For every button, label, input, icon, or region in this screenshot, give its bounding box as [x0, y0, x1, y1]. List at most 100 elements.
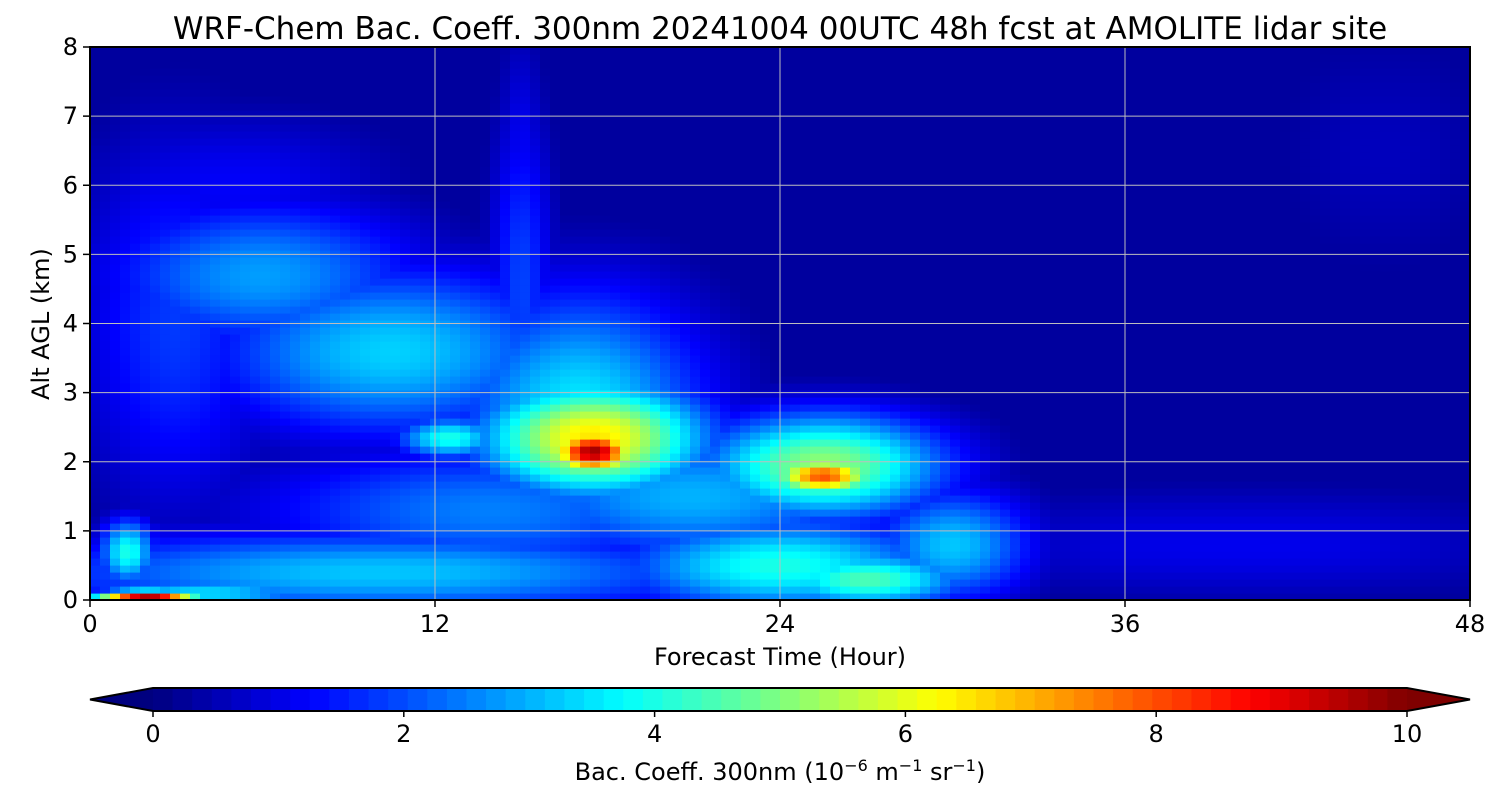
heatmap-cell — [530, 327, 541, 335]
heatmap-cell — [630, 166, 641, 174]
heatmap-cell — [410, 201, 421, 209]
heatmap-cell — [440, 334, 451, 342]
heatmap-cell — [690, 292, 701, 300]
heatmap-cell — [540, 96, 551, 104]
heatmap-cell — [360, 488, 371, 496]
heatmap-cell — [560, 243, 571, 251]
heatmap-cell — [650, 523, 661, 531]
heatmap-cell — [310, 446, 321, 454]
heatmap-cell — [300, 299, 311, 307]
heatmap-cell — [260, 215, 271, 223]
heatmap-cell — [480, 187, 491, 195]
heatmap-cell — [450, 110, 461, 118]
heatmap-cell — [330, 89, 341, 97]
heatmap-cell — [420, 551, 431, 559]
heatmap-cell — [150, 271, 161, 279]
heatmap-cell — [610, 376, 621, 384]
heatmap-cell — [570, 411, 581, 419]
heatmap-cell — [630, 159, 641, 167]
heatmap-cell — [240, 446, 251, 454]
heatmap-cell — [490, 341, 501, 349]
heatmap-cell — [310, 341, 321, 349]
heatmap-cell — [210, 453, 221, 461]
heatmap-cell — [480, 117, 491, 125]
heatmap-cell — [670, 530, 681, 538]
heatmap-cell — [590, 551, 601, 559]
heatmap-cell — [190, 124, 201, 132]
heatmap-cell — [240, 404, 251, 412]
heatmap-cell — [370, 495, 381, 503]
heatmap-cell — [440, 397, 451, 405]
heatmap-cell — [140, 110, 151, 118]
heatmap-cell — [230, 348, 241, 356]
heatmap-cell — [440, 96, 451, 104]
heatmap-cell — [300, 89, 311, 97]
heatmap-cell — [320, 327, 331, 335]
heatmap-cell — [390, 278, 401, 286]
heatmap-cell — [560, 180, 571, 188]
heatmap-cell — [150, 390, 161, 398]
heatmap-cell — [160, 257, 171, 265]
heatmap-cell — [160, 439, 171, 447]
heatmap-cell — [380, 341, 391, 349]
heatmap-cell — [120, 285, 131, 293]
heatmap-cell — [530, 264, 541, 272]
heatmap-cell — [100, 215, 111, 223]
heatmap-cell — [150, 460, 161, 468]
heatmap-cell — [640, 180, 651, 188]
heatmap-cell — [190, 460, 201, 468]
heatmap-cell — [650, 264, 661, 272]
heatmap-cell — [700, 180, 711, 188]
heatmap-cell — [350, 54, 361, 62]
heatmap-cell — [340, 341, 351, 349]
heatmap-cell — [620, 194, 631, 202]
heatmap-cell — [220, 292, 231, 300]
heatmap-cell — [100, 467, 111, 475]
heatmap-cell — [560, 565, 571, 573]
heatmap-cell — [360, 495, 371, 503]
heatmap-cell — [260, 572, 271, 580]
heatmap-cell — [320, 89, 331, 97]
heatmap-cell — [210, 187, 221, 195]
heatmap-cell — [540, 103, 551, 111]
heatmap-cell — [510, 208, 521, 216]
heatmap-cell — [160, 495, 171, 503]
heatmap-cell — [360, 103, 371, 111]
heatmap-cell — [590, 446, 601, 454]
heatmap-cell — [500, 82, 511, 90]
heatmap-cell — [620, 572, 631, 580]
heatmap-cell — [170, 327, 181, 335]
heatmap-cell — [250, 138, 261, 146]
heatmap-cell — [700, 579, 711, 587]
heatmap-cell — [110, 544, 121, 552]
heatmap-cell — [390, 509, 401, 517]
heatmap-cell — [90, 131, 101, 139]
heatmap-cell — [680, 173, 691, 181]
heatmap-cell — [490, 334, 501, 342]
heatmap-cell — [410, 208, 421, 216]
heatmap-cell — [540, 236, 551, 244]
heatmap-cell — [340, 285, 351, 293]
heatmap-cell — [590, 327, 601, 335]
heatmap-cell — [710, 68, 721, 76]
heatmap-cell — [90, 460, 101, 468]
heatmap-cell — [670, 572, 681, 580]
heatmap-cell — [180, 285, 191, 293]
heatmap-cell — [640, 82, 651, 90]
heatmap-cell — [300, 530, 311, 538]
heatmap-cell — [110, 530, 121, 538]
heatmap-cell — [290, 411, 301, 419]
heatmap-cell — [120, 474, 131, 482]
heatmap-cell — [380, 250, 391, 258]
heatmap-cell — [290, 159, 301, 167]
heatmap-cell — [570, 376, 581, 384]
heatmap-cell — [510, 75, 521, 83]
heatmap-cell — [560, 110, 571, 118]
heatmap-cell — [170, 264, 181, 272]
heatmap-cell — [90, 208, 101, 216]
heatmap-cell — [470, 327, 481, 335]
heatmap-cell — [400, 481, 411, 489]
heatmap-cell — [530, 474, 541, 482]
heatmap-cell — [660, 537, 671, 545]
heatmap-cell — [680, 341, 691, 349]
